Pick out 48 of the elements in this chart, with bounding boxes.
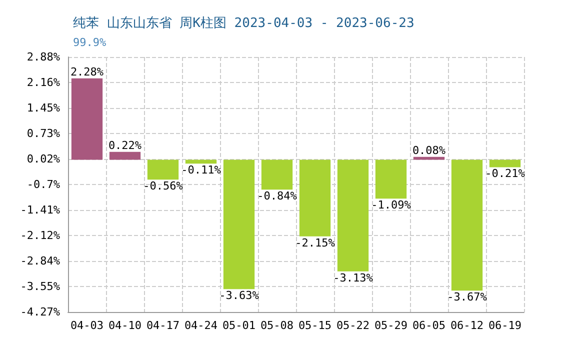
y-tick-label: -0.7% — [26, 178, 60, 191]
chart-subtitle: 99.9% — [73, 36, 106, 49]
bar — [451, 160, 483, 291]
data-label: 0.08% — [412, 144, 446, 157]
y-tick-label: -2.84% — [20, 254, 60, 268]
data-label: -3.13% — [333, 271, 374, 284]
bar — [299, 160, 331, 236]
data-label: -1.09% — [371, 198, 412, 212]
data-label: -3.63% — [219, 289, 260, 302]
data-label: -0.56% — [143, 180, 184, 193]
bar — [185, 160, 217, 164]
data-label: -2.15% — [295, 236, 336, 250]
bar — [147, 160, 179, 180]
y-tick-label: 2.16% — [26, 76, 60, 89]
data-label: 0.22% — [108, 138, 142, 152]
x-tick-label: 04-10 — [108, 319, 142, 332]
data-label: -0.21% — [485, 167, 526, 180]
bar — [71, 78, 103, 160]
x-tick-label: 06-19 — [488, 319, 522, 332]
chart-title: 纯苯 山东山东省 周K柱图 2023-04-03 - 2023-06-23 — [73, 16, 414, 31]
x-tick-label: 05-29 — [374, 319, 408, 332]
bar — [109, 152, 141, 160]
x-tick-label: 05-01 — [222, 319, 256, 332]
x-tick-label: 04-03 — [70, 319, 104, 332]
bar — [337, 160, 369, 272]
y-tick-label: -2.12% — [20, 229, 60, 242]
x-tick-label: 06-05 — [412, 319, 446, 332]
data-label: -3.67% — [447, 290, 488, 304]
bar — [261, 160, 293, 190]
x-tick-label: 04-24 — [184, 319, 218, 332]
x-tick-label: 05-15 — [298, 319, 332, 332]
bar — [223, 160, 255, 290]
y-tick-label: 1.45% — [26, 102, 60, 114]
y-tick-label: 0.02% — [26, 152, 60, 166]
y-tick-label: 0.73% — [26, 127, 60, 140]
data-label: -0.11% — [181, 164, 222, 177]
y-tick-label: -1.41% — [20, 204, 60, 216]
y-tick-label: 2.88% — [26, 50, 60, 64]
y-tick-label: -4.27% — [20, 306, 60, 318]
y-tick-label: -3.55% — [20, 280, 60, 293]
data-label: -0.84% — [257, 190, 298, 203]
bar — [489, 160, 521, 168]
data-label: 2.28% — [70, 65, 104, 78]
x-tick-label: 04-17 — [146, 319, 180, 332]
bar — [375, 160, 407, 199]
x-tick-label: 05-22 — [336, 319, 370, 332]
x-tick-label: 06-12 — [450, 319, 484, 332]
x-tick-label: 05-08 — [260, 319, 294, 332]
